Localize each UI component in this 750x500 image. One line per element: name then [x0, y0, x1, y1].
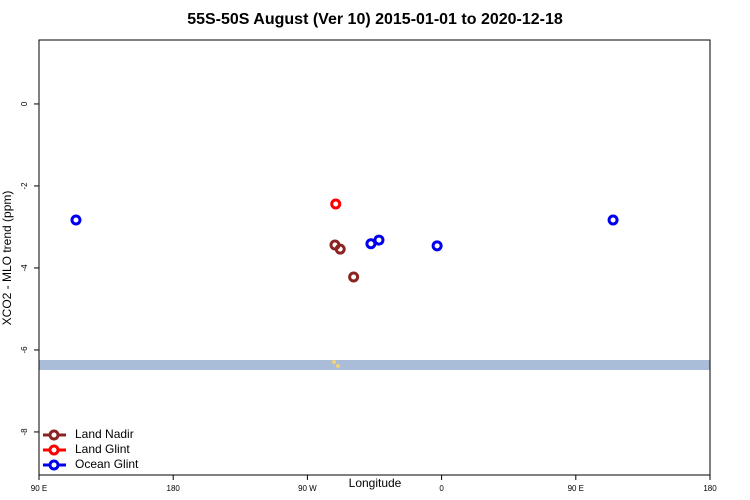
legend-marker: [48, 444, 60, 456]
point: [334, 243, 346, 255]
y-tick-label: -8: [20, 428, 29, 436]
x-tick-label: 90 W: [298, 484, 317, 493]
point: [330, 198, 342, 210]
point: [373, 234, 385, 246]
chart-title: 55S-50S August (Ver 10) 2015-01-01 to 20…: [187, 11, 563, 28]
x-axis-label: Longitude: [349, 476, 402, 490]
x-tick-label: 180: [167, 484, 181, 493]
point: [70, 214, 82, 226]
point: [607, 214, 619, 226]
plot-frame: [38, 39, 711, 476]
y-tick-label: -4: [20, 264, 29, 272]
point: [431, 240, 443, 252]
legend-label: Ocean Glint: [75, 457, 139, 471]
land-speck: [336, 364, 340, 368]
map-strip: [39, 360, 710, 370]
y-axis-label: XCO2 - MLO trend (ppm): [0, 191, 14, 326]
x-tick-label: 90 E: [568, 484, 584, 493]
x-tick-label: 90 E: [31, 484, 47, 493]
legend-marker: [48, 459, 60, 471]
y-tick-label: -6: [20, 346, 29, 354]
y-tick-label: 0: [20, 101, 29, 106]
legend-label: Land Nadir: [75, 427, 134, 441]
y-tick-label: -2: [20, 182, 29, 190]
land-speck: [332, 360, 336, 364]
legend-marker: [48, 429, 60, 441]
x-tick-label: 0: [439, 484, 444, 493]
legend-label: Land Glint: [75, 442, 130, 456]
point: [348, 271, 360, 283]
x-tick-label: 180: [703, 484, 717, 493]
